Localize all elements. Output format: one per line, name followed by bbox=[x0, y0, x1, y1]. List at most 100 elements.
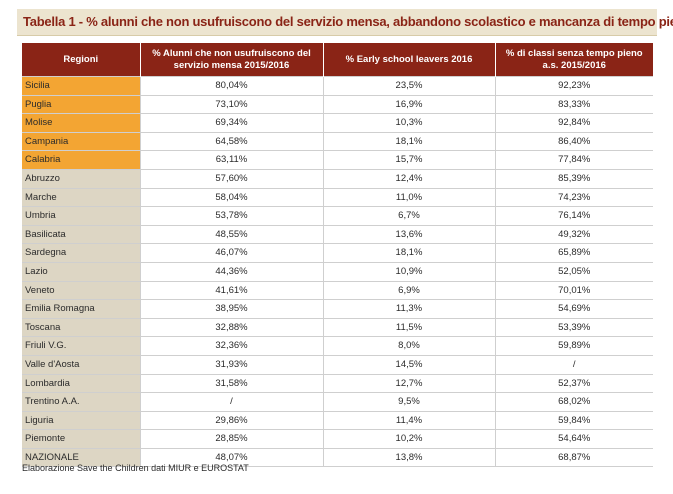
table-body: Sicilia 80,04% 23,5% 92,23% Puglia 73,10% 16,9… bbox=[22, 76, 653, 468]
tempo-pieno-cell: 53,39% bbox=[495, 318, 653, 338]
mensa-cell: 41,61% bbox=[140, 281, 324, 301]
region-cell: Marche bbox=[22, 188, 141, 208]
mensa-cell: 48,07% bbox=[140, 448, 324, 468]
tempo-pieno-cell: 68,87% bbox=[495, 448, 653, 468]
tempo-pieno-cell: 68,02% bbox=[495, 392, 653, 412]
region-cell: Trentino A.A. bbox=[22, 392, 141, 412]
mensa-cell: 46,07% bbox=[140, 243, 324, 263]
region-cell: NAZIONALE bbox=[22, 448, 141, 468]
early-leavers-cell: 6,9% bbox=[323, 281, 496, 301]
region-cell: Abruzzo bbox=[22, 169, 141, 189]
mensa-cell: 29,86% bbox=[140, 411, 324, 431]
mensa-cell: 57,60% bbox=[140, 169, 324, 189]
mensa-cell: 38,95% bbox=[140, 299, 324, 319]
tempo-pieno-cell: 65,89% bbox=[495, 243, 653, 263]
region-cell: Friuli V.G. bbox=[22, 336, 141, 356]
tempo-pieno-cell: 49,32% bbox=[495, 225, 653, 245]
tempo-pieno-cell: / bbox=[495, 355, 653, 375]
table-row: Piemonte 28,85% 10,2% 54,64% bbox=[22, 429, 653, 449]
early-leavers-cell: 18,1% bbox=[323, 132, 496, 152]
early-leavers-cell: 10,9% bbox=[323, 262, 496, 282]
region-cell: Emilia Romagna bbox=[22, 299, 141, 319]
total-row: NAZIONALE 48,07% 13,8% 68,87% bbox=[22, 448, 653, 468]
table-row: Toscana 32,88% 11,5% 53,39% bbox=[22, 318, 653, 338]
table-row: Umbria 53,78% 6,7% 76,14% bbox=[22, 206, 653, 226]
table-row: Liguria 29,86% 11,4% 59,84% bbox=[22, 411, 653, 431]
mensa-cell: 32,36% bbox=[140, 336, 324, 356]
table-title-bar: Tabella 1 - % alunni che non usufruiscon… bbox=[17, 9, 673, 36]
early-leavers-cell: 11,3% bbox=[323, 299, 496, 319]
mensa-cell: 28,85% bbox=[140, 429, 324, 449]
mensa-cell: 31,93% bbox=[140, 355, 324, 375]
header-early-leavers: % Early school leavers 2016 bbox=[323, 43, 496, 77]
early-leavers-cell: 10,2% bbox=[323, 429, 496, 449]
tempo-pieno-cell: 92,84% bbox=[495, 113, 653, 133]
early-leavers-cell: 11,4% bbox=[323, 411, 496, 431]
header-regioni: Regioni bbox=[22, 43, 141, 77]
table-row: Veneto 41,61% 6,9% 70,01% bbox=[22, 281, 653, 301]
tempo-pieno-cell: 92,23% bbox=[495, 76, 653, 96]
region-cell: Liguria bbox=[22, 411, 141, 431]
region-cell: Lazio bbox=[22, 262, 141, 282]
early-leavers-cell: 14,5% bbox=[323, 355, 496, 375]
table-row: Emilia Romagna 38,95% 11,3% 54,69% bbox=[22, 299, 653, 319]
header-row: Regioni % Alunni che non usufruiscono de… bbox=[22, 43, 653, 77]
early-leavers-cell: 23,5% bbox=[323, 76, 496, 96]
table-row: Calabria 63,11% 15,7% 77,84% bbox=[22, 150, 653, 170]
region-cell: Veneto bbox=[22, 281, 141, 301]
region-cell: Campania bbox=[22, 132, 141, 152]
header-tempo-pieno: % di classi senza tempo pieno a.s. 2015/… bbox=[495, 43, 653, 77]
early-leavers-cell: 12,4% bbox=[323, 169, 496, 189]
mensa-cell: 48,55% bbox=[140, 225, 324, 245]
region-cell: Calabria bbox=[22, 150, 141, 170]
tempo-pieno-cell: 85,39% bbox=[495, 169, 653, 189]
mensa-cell: 53,78% bbox=[140, 206, 324, 226]
region-cell: Umbria bbox=[22, 206, 141, 226]
tempo-pieno-cell: 54,64% bbox=[495, 429, 653, 449]
tempo-pieno-cell: 86,40% bbox=[495, 132, 653, 152]
tempo-pieno-cell: 52,05% bbox=[495, 262, 653, 282]
tempo-pieno-cell: 83,33% bbox=[495, 95, 653, 115]
tempo-pieno-cell: 54,69% bbox=[495, 299, 653, 319]
region-cell: Molise bbox=[22, 113, 141, 133]
mensa-cell: 73,10% bbox=[140, 95, 324, 115]
source-note: Elaborazione Save the Children dati MIUR… bbox=[22, 463, 249, 473]
early-leavers-cell: 10,3% bbox=[323, 113, 496, 133]
region-cell: Toscana bbox=[22, 318, 141, 338]
region-cell: Piemonte bbox=[22, 429, 141, 449]
table-row: Lazio 44,36% 10,9% 52,05% bbox=[22, 262, 653, 282]
early-leavers-cell: 8,0% bbox=[323, 336, 496, 356]
region-cell: Sicilia bbox=[22, 76, 141, 96]
early-leavers-cell: 11,0% bbox=[323, 188, 496, 208]
region-cell: Basilicata bbox=[22, 225, 141, 245]
early-leavers-cell: 11,5% bbox=[323, 318, 496, 338]
early-leavers-cell: 6,7% bbox=[323, 206, 496, 226]
early-leavers-cell: 13,6% bbox=[323, 225, 496, 245]
table-title: Tabella 1 - % alunni che non usufruiscon… bbox=[23, 14, 673, 29]
mensa-cell: 63,11% bbox=[140, 150, 324, 170]
header-mensa: % Alunni che non usufruiscono del serviz… bbox=[140, 43, 324, 77]
table-row: Sardegna 46,07% 18,1% 65,89% bbox=[22, 243, 653, 263]
tempo-pieno-cell: 52,37% bbox=[495, 374, 653, 394]
early-leavers-cell: 9,5% bbox=[323, 392, 496, 412]
early-leavers-cell: 15,7% bbox=[323, 150, 496, 170]
tempo-pieno-cell: 74,23% bbox=[495, 188, 653, 208]
table-row: Sicilia 80,04% 23,5% 92,23% bbox=[22, 76, 653, 96]
mensa-cell: 64,58% bbox=[140, 132, 324, 152]
table-row: Abruzzo 57,60% 12,4% 85,39% bbox=[22, 169, 653, 189]
region-cell: Puglia bbox=[22, 95, 141, 115]
data-table: Regioni % Alunni che non usufruiscono de… bbox=[22, 43, 653, 468]
region-cell: Sardegna bbox=[22, 243, 141, 263]
tempo-pieno-cell: 70,01% bbox=[495, 281, 653, 301]
table-title-prefix: Tabella 1 - bbox=[23, 14, 87, 29]
mensa-cell: 58,04% bbox=[140, 188, 324, 208]
early-leavers-cell: 16,9% bbox=[323, 95, 496, 115]
table-row: Trentino A.A./9,5% 68,02% bbox=[22, 392, 653, 412]
table-row: Friuli V.G. 32,36% 8,0% 59,89% bbox=[22, 336, 653, 356]
table-row: Marche 58,04% 11,0% 74,23% bbox=[22, 188, 653, 208]
mensa-cell: / bbox=[140, 392, 324, 412]
table-row: Molise 69,34% 10,3% 92,84% bbox=[22, 113, 653, 133]
table-row: Puglia 73,10% 16,9% 83,33% bbox=[22, 95, 653, 115]
mensa-cell: 32,88% bbox=[140, 318, 324, 338]
mensa-cell: 31,58% bbox=[140, 374, 324, 394]
